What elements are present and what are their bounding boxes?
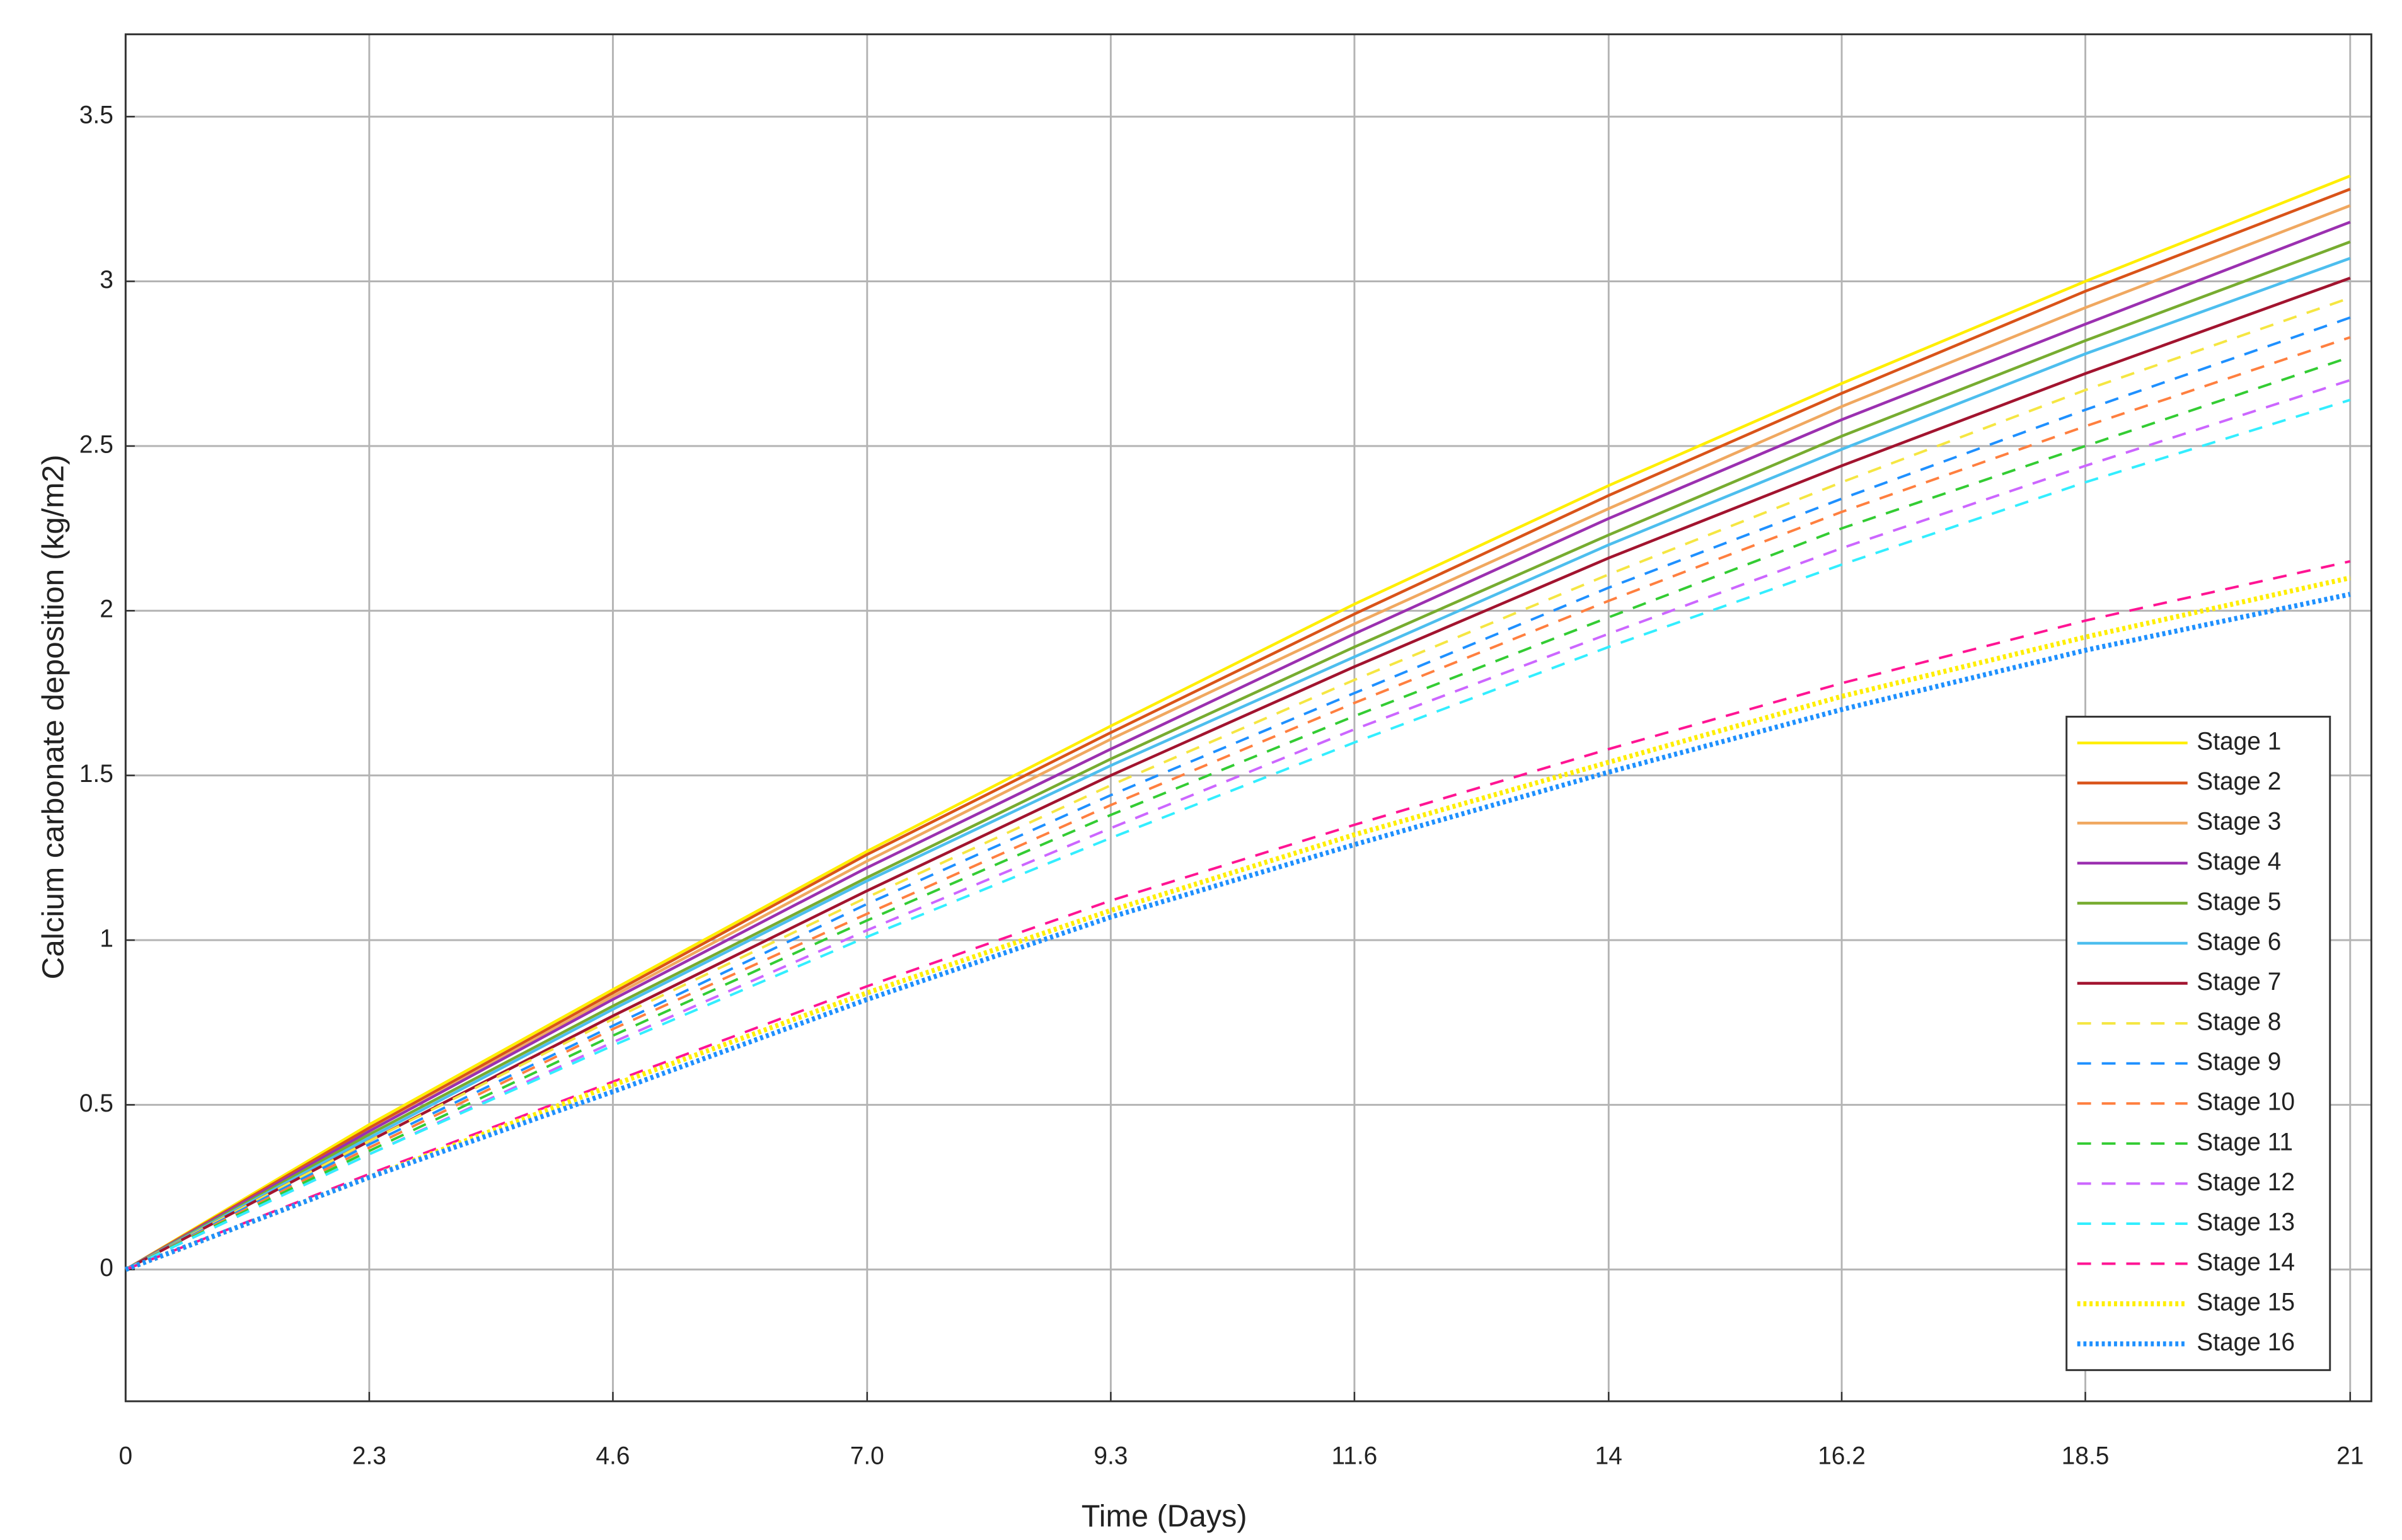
legend-label: Stage 13 — [2197, 1208, 2295, 1236]
x-tick-label: 7.0 — [850, 1442, 884, 1469]
y-tick-label: 2.5 — [79, 430, 113, 458]
legend-label: Stage 5 — [2197, 888, 2281, 916]
y-tick-label: 0.5 — [79, 1089, 113, 1117]
legend-label: Stage 16 — [2197, 1328, 2295, 1356]
series-line — [125, 188, 2351, 1271]
legend-label: Stage 2 — [2197, 767, 2281, 795]
x-tick-label: 4.6 — [596, 1442, 630, 1469]
legend-label: Stage 14 — [2197, 1248, 2295, 1276]
legend-label: Stage 6 — [2197, 928, 2281, 955]
series-line — [125, 398, 2351, 1271]
series-line — [125, 221, 2351, 1271]
legend-label: Stage 11 — [2197, 1128, 2293, 1156]
y-tick-label: 0 — [100, 1254, 113, 1282]
series-line — [125, 204, 2351, 1271]
series-line — [125, 256, 2351, 1271]
x-tick-label: 9.3 — [1094, 1442, 1128, 1469]
series-line — [125, 175, 2351, 1271]
series-line — [125, 277, 2351, 1271]
series-line — [125, 355, 2351, 1271]
legend-label: Stage 15 — [2197, 1288, 2295, 1316]
x-tick-label: 2.3 — [352, 1442, 386, 1469]
y-tick-label: 1.5 — [79, 760, 113, 788]
x-axis-title: Time (Days) — [1082, 1499, 1247, 1533]
legend-label: Stage 9 — [2197, 1048, 2281, 1076]
x-tick-label: 11.6 — [1332, 1442, 1378, 1469]
plot-frame — [124, 33, 2372, 1403]
series-line — [124, 592, 2351, 1272]
legend-label: Stage 8 — [2197, 1008, 2281, 1035]
legend-label: Stage 4 — [2197, 848, 2281, 875]
x-tick-label: 0 — [118, 1442, 132, 1469]
series-line — [124, 575, 2351, 1272]
x-tick-label: 16.2 — [1818, 1442, 1866, 1469]
series-line — [125, 379, 2351, 1271]
legend-box — [2065, 715, 2331, 1371]
x-tick-label: 14 — [1595, 1442, 1622, 1469]
y-axis-title: Calcium carbonate deposition (kg/m2) — [37, 454, 71, 979]
y-tick-label: 1 — [100, 924, 113, 952]
series-line — [125, 296, 2351, 1271]
legend-label: Stage 10 — [2197, 1088, 2295, 1115]
y-tick-label: 2 — [100, 595, 113, 623]
legend-label: Stage 3 — [2197, 807, 2281, 835]
x-tick-label: 21 — [2336, 1442, 2364, 1469]
legend-label: Stage 7 — [2197, 968, 2281, 996]
y-tick-label: 3.5 — [79, 101, 113, 129]
legend-label: Stage 12 — [2197, 1168, 2295, 1196]
series-line — [125, 240, 2351, 1271]
legend-label: Stage 1 — [2197, 727, 2281, 755]
x-tick-label: 18.5 — [2062, 1442, 2110, 1469]
series-line — [125, 560, 2351, 1271]
y-tick-label: 3 — [100, 266, 113, 294]
